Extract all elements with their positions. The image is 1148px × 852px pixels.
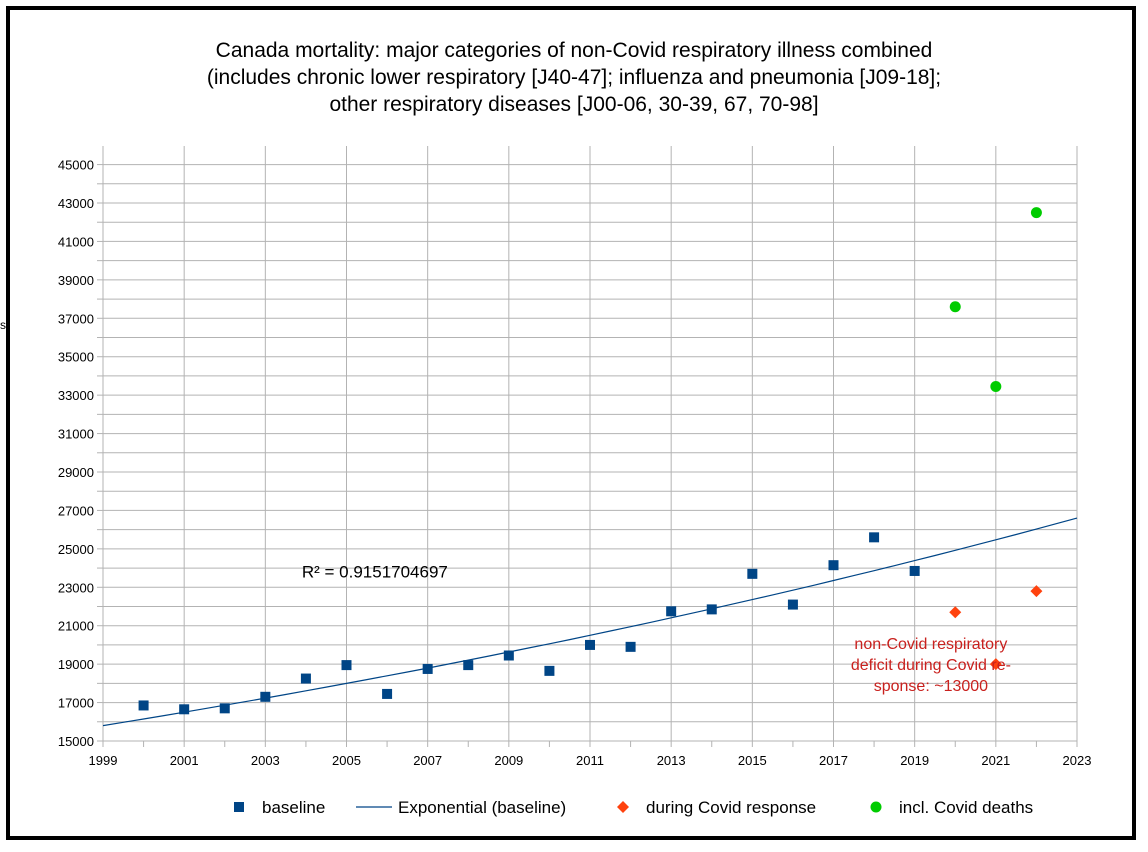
y-tick-label: 31000 xyxy=(58,427,94,442)
baseline-point xyxy=(869,532,880,543)
covid-response-point xyxy=(1030,585,1043,598)
y-tick-label: 21000 xyxy=(58,619,94,634)
y-tick-label: 41000 xyxy=(58,234,94,249)
x-tick-label: 2009 xyxy=(494,753,523,768)
y-tick-label: 43000 xyxy=(58,196,94,211)
baseline-point xyxy=(341,660,352,671)
y-tick-label: 33000 xyxy=(58,388,94,403)
baseline-point xyxy=(138,700,149,711)
baseline-point xyxy=(300,673,311,684)
y-tick-label: 17000 xyxy=(58,696,94,711)
baseline-point xyxy=(422,663,433,674)
legend-symbol-covid-deaths xyxy=(870,801,882,813)
x-tick-label: 2019 xyxy=(900,753,929,768)
covid-response-point xyxy=(989,658,1002,671)
title-line-2: (includes chronic lower respiratory [J40… xyxy=(206,66,942,89)
x-tick-label: 2023 xyxy=(1063,753,1092,768)
baseline-point xyxy=(625,641,636,652)
covid-deaths-point xyxy=(1030,207,1042,219)
legend-symbol-covid-response xyxy=(617,801,629,813)
legend-label: during Covid response xyxy=(646,798,816,817)
covid-deaths-point xyxy=(949,301,961,313)
legend-label: baseline xyxy=(262,798,325,817)
baseline-point xyxy=(544,665,555,676)
baseline-point xyxy=(503,650,514,661)
r-squared-label: R² = 0.9151704697 xyxy=(302,563,448,582)
y-tick-label: 25000 xyxy=(58,542,94,557)
baseline-point xyxy=(260,691,271,702)
deficit-annotation-line: deficit during Covid re- xyxy=(851,657,1011,674)
y-tick-label: 45000 xyxy=(58,158,94,173)
baseline-point xyxy=(179,704,190,715)
legend-label: Exponential (baseline) xyxy=(398,798,566,817)
title-line-3: other respiratory diseases [J00-06, 30-3… xyxy=(329,93,819,116)
baseline-point xyxy=(706,604,717,615)
y-tick-label: 15000 xyxy=(58,734,94,749)
baseline-point xyxy=(909,565,920,576)
y-tick-label: 37000 xyxy=(58,311,94,326)
legend-label: incl. Covid deaths xyxy=(899,798,1033,817)
clipped-axis-label: s xyxy=(0,318,6,332)
baseline-point xyxy=(463,660,474,671)
x-tick-label: 2013 xyxy=(657,753,686,768)
chart-frame xyxy=(6,6,1136,840)
deficit-annotation-line: sponse: ~13000 xyxy=(874,678,988,695)
baseline-point xyxy=(666,606,677,617)
y-tick-label: 29000 xyxy=(58,465,94,480)
legend-symbol-baseline xyxy=(234,802,244,812)
x-tick-label: 1999 xyxy=(89,753,118,768)
baseline-point xyxy=(382,688,393,699)
title-line-1: Canada mortality: major categories of no… xyxy=(215,39,933,62)
baseline-point xyxy=(585,639,595,650)
x-tick-label: 2007 xyxy=(413,753,442,768)
x-tick-label: 2017 xyxy=(819,753,848,768)
x-tick-label: 2021 xyxy=(981,753,1010,768)
baseline-point xyxy=(787,599,798,610)
x-tick-label: 2001 xyxy=(170,753,199,768)
baseline-point xyxy=(747,568,758,579)
y-tick-label: 19000 xyxy=(58,657,94,672)
y-tick-label: 23000 xyxy=(58,580,94,595)
x-tick-label: 2003 xyxy=(251,753,280,768)
deficit-annotation-line: non-Covid respiratory xyxy=(854,636,1007,653)
chart-title: Canada mortality: major categories of no… xyxy=(0,37,1148,118)
x-tick-label: 2015 xyxy=(738,753,767,768)
covid-deaths-point xyxy=(990,381,1002,393)
baseline-point xyxy=(219,703,230,714)
y-tick-label: 35000 xyxy=(58,350,94,365)
x-tick-label: 2005 xyxy=(332,753,361,768)
y-tick-label: 27000 xyxy=(58,503,94,518)
x-tick-label: 2011 xyxy=(576,753,604,768)
baseline-point xyxy=(828,560,839,571)
covid-response-point xyxy=(949,606,962,619)
y-tick-label: 39000 xyxy=(58,273,94,288)
